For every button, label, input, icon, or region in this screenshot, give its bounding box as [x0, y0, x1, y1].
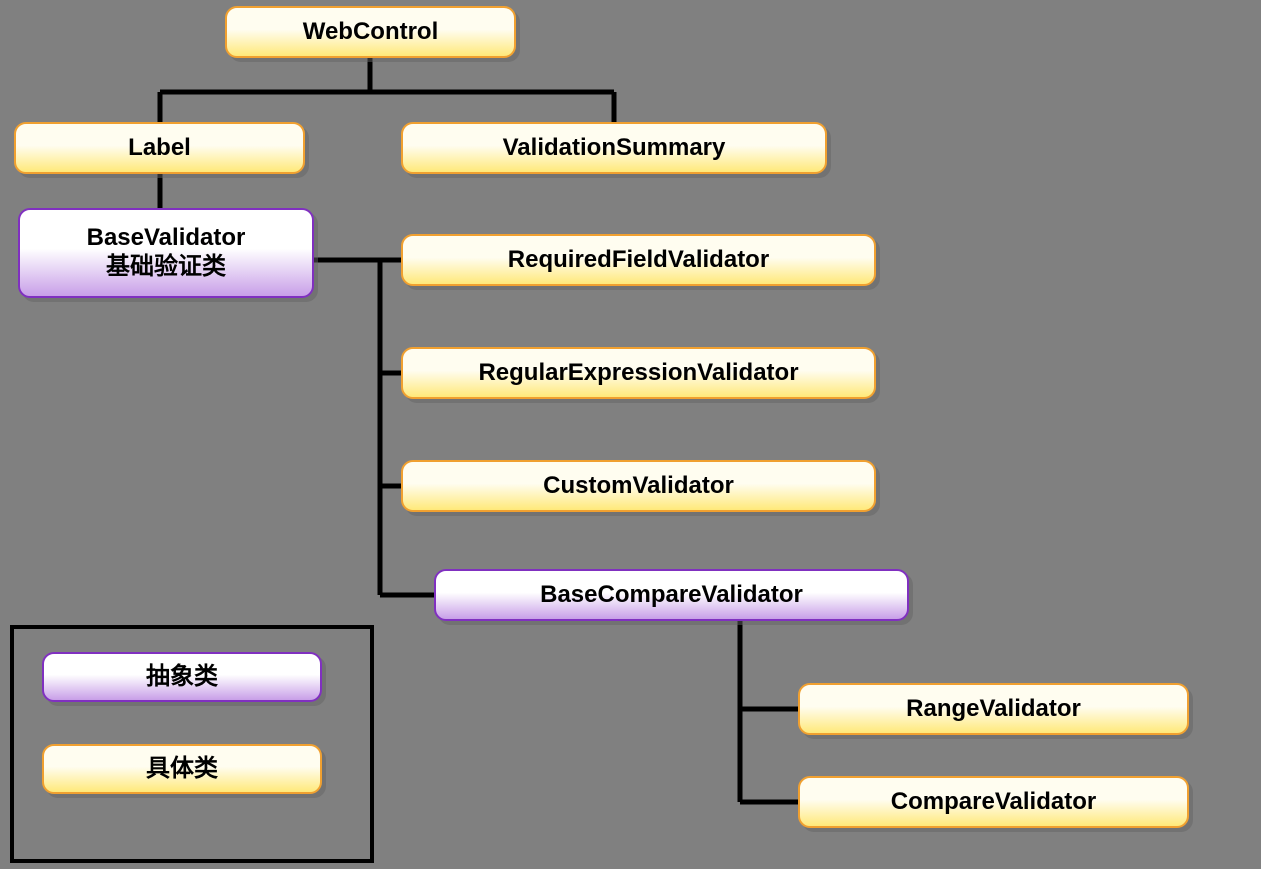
node-requiredfieldvalidator: RequiredFieldValidator — [401, 234, 876, 286]
node-label: BaseValidator — [87, 224, 246, 253]
legend-abstract-label: 抽象类 — [146, 663, 218, 692]
node-label: Label — [14, 122, 305, 174]
node-customvalidator: CustomValidator — [401, 460, 876, 512]
node-validationsummary: ValidationSummary — [401, 122, 827, 174]
legend-concrete-label: 具体类 — [146, 755, 218, 784]
node-label: RegularExpressionValidator — [478, 359, 798, 388]
node-basevalidator: BaseValidator 基础验证类 — [18, 208, 314, 298]
node-label: CustomValidator — [543, 472, 734, 501]
node-rangevalidator: RangeValidator — [798, 683, 1189, 735]
legend-concrete: 具体类 — [42, 744, 322, 794]
node-label: RequiredFieldValidator — [508, 246, 769, 275]
node-label: RangeValidator — [906, 695, 1081, 724]
node-label: CompareValidator — [891, 788, 1096, 817]
node-webcontrol: WebControl — [225, 6, 516, 58]
node-label: BaseCompareValidator — [540, 581, 803, 610]
node-regularexpressionvalidator: RegularExpressionValidator — [401, 347, 876, 399]
node-sublabel: 基础验证类 — [106, 253, 226, 282]
node-comparevalidator: CompareValidator — [798, 776, 1189, 828]
node-label: ValidationSummary — [503, 134, 726, 163]
node-label: Label — [128, 134, 191, 163]
node-basecomparevalidator: BaseCompareValidator — [434, 569, 909, 621]
node-label: WebControl — [303, 18, 439, 47]
legend-abstract: 抽象类 — [42, 652, 322, 702]
